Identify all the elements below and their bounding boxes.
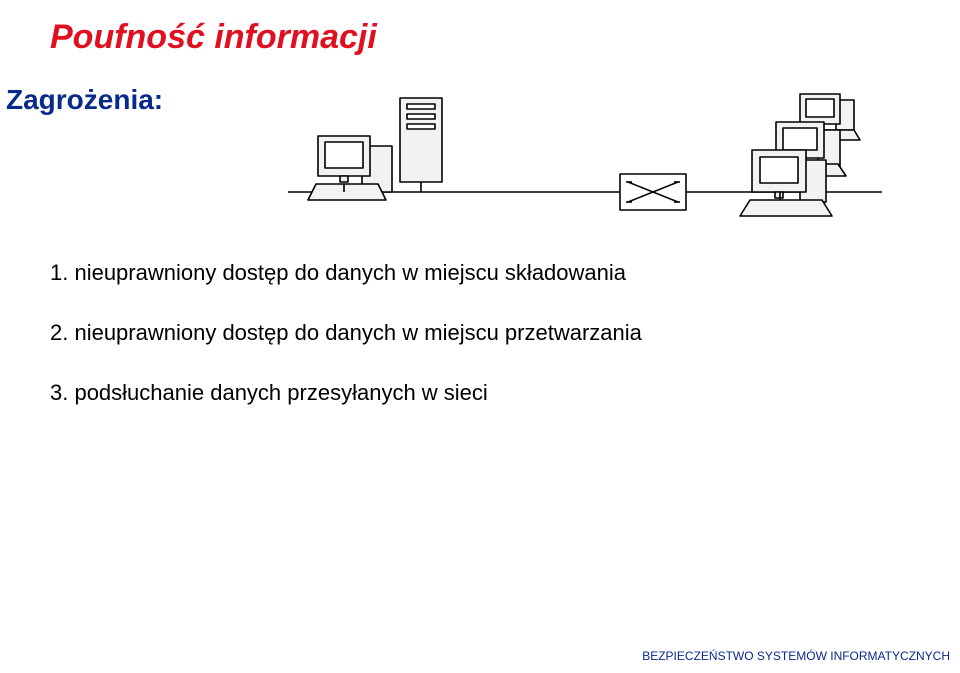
- network-diagram: [270, 84, 900, 234]
- page-title: Poufność informacji: [50, 18, 377, 57]
- section-subtitle: Zagrożenia:: [6, 84, 163, 116]
- threats-list: 1. nieuprawniony dostęp do danych w miej…: [50, 260, 642, 440]
- list-item: 3. podsłuchanie danych przesyłanych w si…: [50, 380, 642, 406]
- switch-icon: [620, 174, 686, 210]
- server-icon: [400, 98, 442, 192]
- list-item: 2. nieuprawniony dostęp do danych w miej…: [50, 320, 642, 346]
- list-item: 1. nieuprawniony dostęp do danych w miej…: [50, 260, 642, 286]
- network-svg: [270, 84, 900, 234]
- workstation-left-icon: [308, 136, 392, 200]
- workstation-right-front-icon: [740, 150, 832, 216]
- footer-text: BEZPIECZEŃSTWO SYSTEMÓW INFORMATYCZNYCH: [642, 649, 950, 663]
